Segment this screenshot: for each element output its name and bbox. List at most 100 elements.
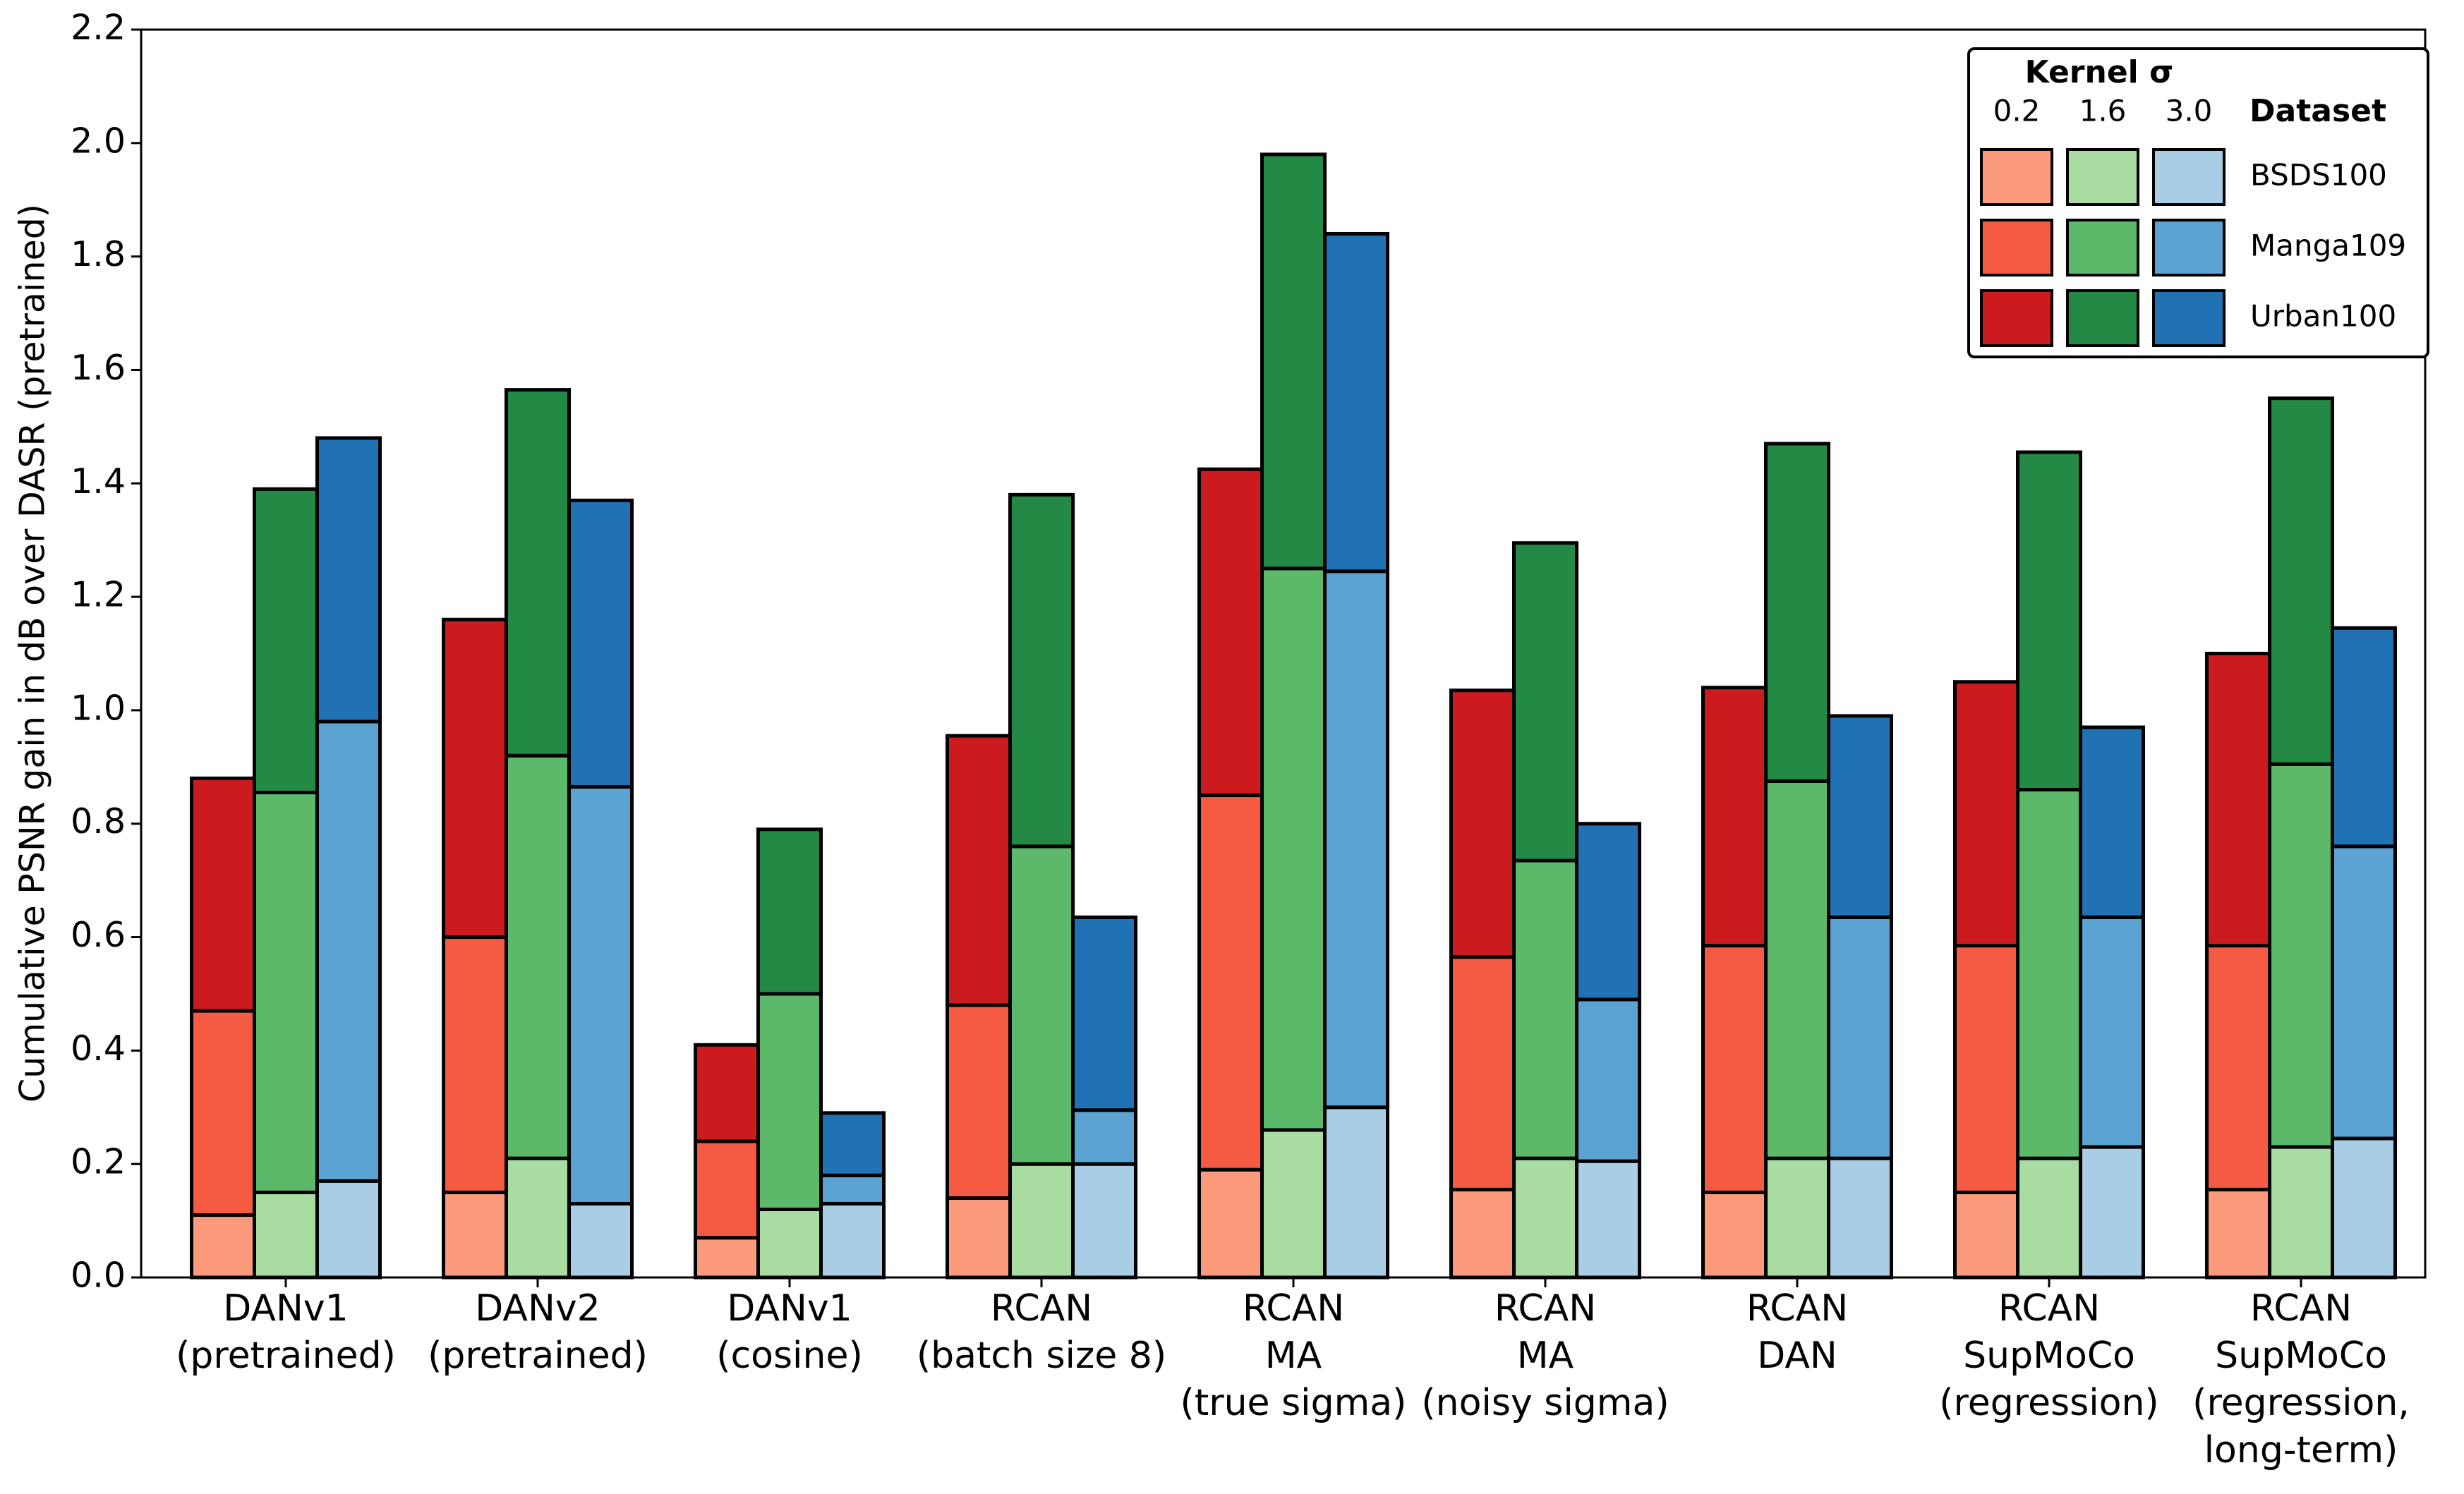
y-tick-label: 0.6 [71, 915, 126, 955]
x-tick-label: SupMoCo [2215, 1335, 2387, 1377]
bar-segment [1197, 467, 1264, 798]
bar-segment [1449, 688, 1516, 959]
x-tick-label: RCAN [1746, 1287, 1848, 1330]
y-tick-label: 0.4 [71, 1028, 126, 1069]
y-tick-label: 1.6 [71, 348, 126, 388]
y-tick-label: 1.0 [71, 688, 126, 728]
bar-segment [2079, 725, 2145, 919]
bar-segment [819, 1201, 886, 1280]
legend-kernel-label: 3.0 [2166, 94, 2213, 128]
bar-segment [253, 487, 319, 795]
bar-segment [694, 1236, 760, 1280]
bar-segment [2268, 762, 2334, 1149]
x-tick-label: RCAN [991, 1287, 1092, 1330]
bar-segment [1071, 1108, 1137, 1166]
x-tick-label: DANv1 [223, 1287, 348, 1330]
bar-segment [567, 498, 634, 789]
y-tick-label: 1.4 [71, 461, 126, 502]
legend-swatch [2066, 219, 2139, 277]
y-axis-label: Cumulative PSNR gain in dB over DASR (pr… [13, 204, 53, 1103]
bar-segment [2079, 915, 2145, 1149]
bar-segment [1701, 944, 1768, 1194]
bar-segment [1827, 915, 1893, 1160]
bar-segment [2205, 652, 2271, 948]
bar-segment [442, 935, 508, 1194]
bar-segment [1953, 944, 2019, 1194]
bar-segment [315, 719, 382, 1183]
bar-segment [505, 388, 571, 758]
x-tick-label: (true sigma) [1180, 1382, 1407, 1424]
bar-segment [694, 1043, 760, 1143]
bar-segment [190, 1213, 256, 1280]
bar-segment [694, 1139, 760, 1240]
bar-segment [946, 1196, 1012, 1280]
bar-segment [315, 1179, 382, 1280]
bar-segment [2268, 1145, 2334, 1280]
bar-segment [1827, 1156, 1893, 1280]
bar-segment [567, 784, 634, 1205]
bar-segment [1008, 844, 1075, 1166]
bar-segment [1008, 1162, 1075, 1280]
x-tick-label: RCAN [1243, 1287, 1344, 1330]
bar-segment [1827, 714, 1893, 919]
bar-segment [2268, 396, 2334, 766]
bar-segment [1071, 915, 1137, 1112]
legend-title: Kernel σ [2025, 54, 2174, 90]
bar-segment [2016, 787, 2082, 1160]
bar-segment [1260, 152, 1327, 571]
x-tick-label: (pretrained) [428, 1335, 648, 1377]
bar-segment [2331, 844, 2397, 1141]
bar-segment [756, 1208, 823, 1280]
x-tick-label: (pretrained) [176, 1335, 396, 1377]
bar-segment [1323, 569, 1389, 1110]
x-tick-label: DANv1 [727, 1287, 852, 1330]
bar-segment [1323, 1105, 1389, 1280]
legend-swatch [1980, 219, 2053, 277]
bar-segment [1764, 1156, 1830, 1280]
bar-segment [819, 1111, 886, 1177]
bar-segment [756, 827, 823, 996]
bar-segment [1449, 1187, 1516, 1280]
bar-segment [1575, 1159, 1641, 1280]
bar-segment [190, 776, 256, 1013]
legend-swatch [1980, 289, 2053, 347]
bar-segment [1071, 1162, 1137, 1280]
legend-swatch [2152, 148, 2226, 206]
bar-segment [946, 1003, 1012, 1200]
x-tick-label: long-term) [2204, 1429, 2398, 1471]
x-tick-label: (cosine) [716, 1335, 862, 1377]
x-tick-label: SupMoCo [1963, 1335, 2135, 1377]
bar-segment [1008, 492, 1075, 849]
legend-label: Urban100 [2250, 299, 2396, 334]
bar-segment [2331, 1136, 2397, 1280]
plot-frame [140, 28, 2427, 1279]
bar-segment [2016, 450, 2082, 791]
bar-segment [1512, 858, 1578, 1160]
y-tick-label: 0.2 [71, 1142, 126, 1182]
x-tick-label: (noisy sigma) [1421, 1382, 1669, 1424]
legend-series-title: Dataset [2249, 93, 2386, 129]
x-tick-label: (regression) [1939, 1382, 2158, 1424]
bar-segment [2331, 626, 2397, 849]
bar-segment [1764, 442, 1830, 783]
bar-segment [756, 992, 823, 1212]
legend-swatch [2066, 289, 2139, 347]
bar-segment [253, 1190, 319, 1280]
x-tick-label: DAN [1757, 1335, 1837, 1377]
bar-segment [2079, 1145, 2145, 1280]
bar-segment [315, 436, 382, 724]
y-tick-label: 1.2 [71, 575, 126, 615]
y-tick-label: 1.8 [71, 234, 126, 274]
bar-segment [1764, 779, 1830, 1160]
x-tick-label: (regression, [2192, 1382, 2410, 1424]
y-tick-label: 0.8 [71, 801, 126, 842]
legend-kernel-label: 0.2 [1993, 94, 2041, 128]
bar-segment [1512, 1156, 1578, 1280]
y-tick-label: 2.0 [71, 121, 126, 161]
bar-segment [1953, 1190, 2019, 1280]
x-tick-label: (batch size 8) [917, 1335, 1166, 1377]
bar-segment [567, 1201, 634, 1280]
bar-segment [1197, 1167, 1264, 1280]
bar-segment [190, 1009, 256, 1217]
